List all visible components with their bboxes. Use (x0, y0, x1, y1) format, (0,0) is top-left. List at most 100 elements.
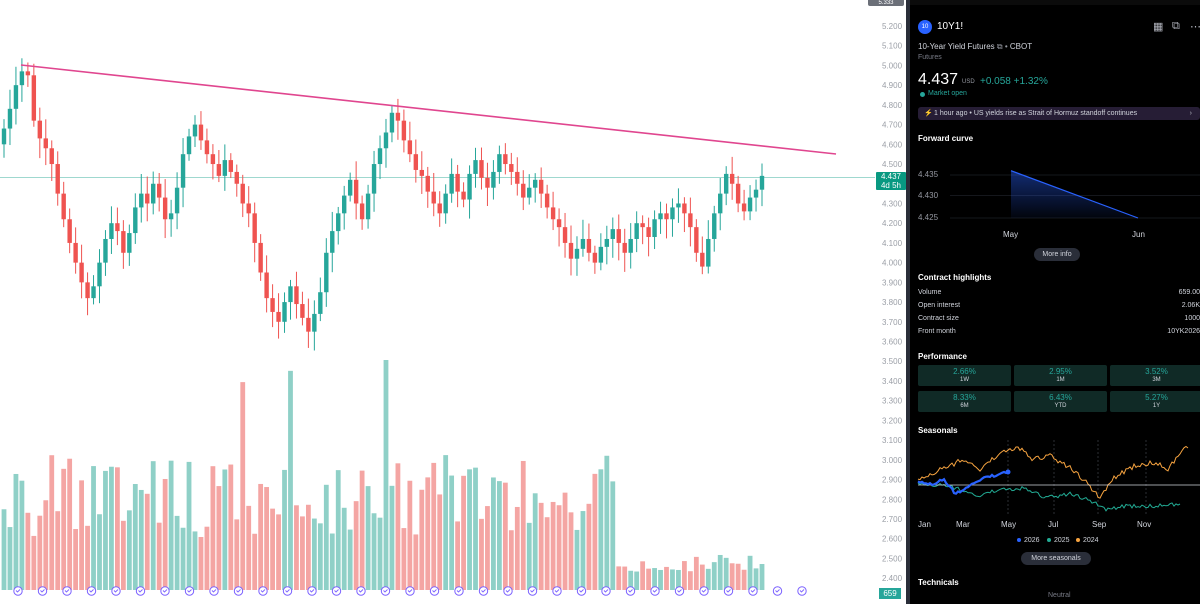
price-axis-label: 4.200 (882, 219, 903, 228)
event-glyph-icon (603, 589, 609, 593)
candle-body (640, 223, 645, 228)
event-glyph-icon (89, 589, 94, 593)
volume-bar (120, 520, 126, 590)
volume-bar (598, 469, 604, 590)
seasonal-line-2026 (917, 470, 1009, 495)
volume-bar (240, 382, 246, 590)
price-axis-label: 4.600 (882, 140, 903, 149)
external-link-icon[interactable]: ⧉ (996, 42, 1005, 51)
symbol-description[interactable]: 10-Year Yield Futures (918, 42, 995, 51)
volume-bar (443, 455, 449, 590)
volume-bar (687, 571, 693, 590)
candle-body (198, 124, 204, 141)
seasonals-chart: Jan Mar May Jul Sep Nov (917, 440, 1200, 529)
seasonal-legend-2026[interactable]: 2026 (1017, 537, 1040, 544)
price-axis: 5.200 5.100 5.000 4.900 4.800 4.700 4.600 4.500… (882, 22, 903, 583)
performance-cell[interactable]: 3.52% 3M (1110, 365, 1200, 386)
candle-body (479, 160, 484, 178)
volume-bar (664, 566, 669, 590)
performance-cell[interactable]: 6.43% YTD (1014, 391, 1107, 412)
volume-bar (461, 475, 466, 590)
volume-bar (210, 466, 216, 590)
event-glyph-icon (260, 589, 266, 593)
volume-bar (747, 555, 753, 590)
candle-body (210, 154, 216, 165)
candle-body (282, 302, 287, 322)
volume-bar (61, 468, 67, 590)
seasonal-legend-2024[interactable]: 2024 (1076, 537, 1099, 544)
candle-body (509, 164, 514, 172)
candle-body (544, 193, 550, 208)
candle-body (156, 183, 162, 198)
volume-bar (305, 504, 311, 590)
volume-bar (138, 489, 144, 590)
volume-bar (491, 477, 496, 590)
lightning-icon: ⚡ (924, 110, 933, 117)
fc-x-label: May (1003, 230, 1018, 239)
trendline[interactable] (20, 64, 837, 155)
candle-body (37, 120, 43, 139)
chart-pane[interactable]: 5.200 5.100 5.000 4.900 4.800 4.700 4.600 4.500… (0, 0, 906, 604)
candle-body (168, 213, 174, 220)
candle-body (616, 229, 621, 243)
price-axis-label: 5.000 (882, 61, 903, 70)
seasonal-x-label: Mar (956, 520, 970, 529)
candle-body (646, 227, 651, 238)
price-axis-label: 4.800 (882, 101, 903, 110)
performance-period: 1Y (1152, 403, 1161, 409)
volume-bar (682, 561, 687, 590)
performance-cell[interactable]: 8.33% 6M (918, 391, 1011, 412)
grid-icon[interactable]: ▦ (1153, 21, 1164, 33)
candle-body (712, 213, 717, 239)
news-headline[interactable]: 1 hour ago • US yields rise as Strait of… (934, 110, 1138, 117)
symbol-name[interactable]: 10Y1! (937, 21, 964, 32)
event-glyph-icon (554, 589, 560, 593)
performance-cell[interactable]: 2.66% 1W (918, 365, 1011, 386)
candle-body (753, 189, 759, 198)
performance-cell[interactable]: 2.95% 1M (1014, 365, 1107, 386)
contract-highlights-title: Contract highlights (918, 273, 992, 282)
candle-body (359, 203, 365, 220)
event-glyph-icon (138, 589, 143, 593)
candle-body (186, 136, 192, 155)
volume-bar (216, 486, 222, 590)
performance-period: 1M (1056, 377, 1065, 383)
candle-body (670, 207, 675, 220)
event-markers[interactable] (13, 586, 807, 596)
volume-bar (693, 556, 699, 590)
more-icon[interactable]: ⋯ (1190, 21, 1200, 33)
candle-body (568, 242, 574, 259)
event-glyph-icon (481, 589, 486, 593)
event-glyph-icon (113, 589, 119, 593)
news-banner[interactable]: ⚡ 1 hour ago • US yields rise as Strait … (918, 107, 1200, 120)
price-axis-label: 2.800 (882, 495, 903, 504)
candle-body (604, 238, 610, 247)
candle-body (1, 128, 7, 145)
volume-bar (735, 563, 741, 590)
volume-tag: 659 (879, 588, 901, 599)
volume-bar (544, 517, 550, 590)
price-chart[interactable]: 5.200 5.100 5.000 4.900 4.800 4.700 4.600 4.500… (0, 0, 906, 604)
performance-cell[interactable]: 5.27% 1Y (1110, 391, 1200, 412)
more-info-button[interactable]: More info (1034, 248, 1080, 261)
seasonal-x-label: Jul (1048, 520, 1058, 529)
panel-divider[interactable] (906, 0, 910, 604)
layout-icon[interactable]: ⧉ (1172, 20, 1180, 32)
seasonal-legend-2025[interactable]: 2025 (1047, 537, 1070, 544)
more-seasonals-button[interactable]: More seasonals (1021, 552, 1091, 565)
volume-bar (132, 484, 138, 590)
volume-bar (347, 529, 353, 590)
volume-bar (204, 526, 210, 590)
current-price: 4.437 (918, 71, 959, 88)
seasonal-current-point (1005, 469, 1011, 475)
volume-bar (19, 480, 25, 590)
volume-bar (717, 554, 723, 590)
candle-body (174, 187, 180, 214)
candle-body (145, 193, 150, 204)
volume-bar (526, 522, 532, 590)
price-change: +0.058 +1.32% (980, 76, 1048, 87)
event-glyph-icon (285, 589, 290, 593)
candle-body (580, 238, 586, 249)
candle-body (556, 219, 562, 228)
volume-bar (294, 505, 299, 590)
